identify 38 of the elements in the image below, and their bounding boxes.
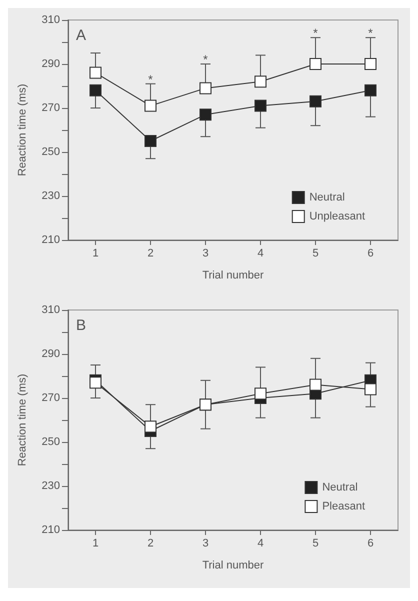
y-tick-label: 230 xyxy=(42,190,60,202)
y-tick-label: 270 xyxy=(42,102,60,114)
y-tick-label: 290 xyxy=(42,348,60,360)
x-tick-label: 4 xyxy=(257,248,264,260)
y-tick-label: 250 xyxy=(42,146,60,158)
annotation: * xyxy=(203,52,208,67)
x-tick-label: 2 xyxy=(147,538,154,550)
y-tick-label: 290 xyxy=(42,58,60,70)
x-tick-label: 2 xyxy=(147,248,154,260)
x-axis-title: Trial number xyxy=(202,560,264,572)
x-tick-label: 5 xyxy=(312,248,319,260)
x-tick-label: 3 xyxy=(202,248,209,260)
y-tick-label: 210 xyxy=(42,524,60,536)
annotation: * xyxy=(368,26,374,40)
annotation: * xyxy=(148,72,154,86)
y-axis-title: Reaction time (ms) xyxy=(16,374,28,466)
x-tick-label: 1 xyxy=(92,538,99,550)
x-tick-label: 4 xyxy=(257,538,264,550)
x-axis-title: Trial number xyxy=(202,270,264,282)
x-tick-label: 6 xyxy=(367,538,374,550)
annotation: * xyxy=(313,26,318,40)
annotation: B xyxy=(76,317,86,334)
x-tick-label: 5 xyxy=(312,538,319,550)
y-tick-label: 210 xyxy=(42,234,60,246)
y-tick-label: 230 xyxy=(42,480,60,492)
y-axis-title: Reaction time (ms) xyxy=(16,84,28,176)
legend-label: Unpleasant xyxy=(309,210,366,222)
legend-label: Pleasant xyxy=(322,500,366,512)
legend-label: Neutral xyxy=(309,192,345,204)
y-tick-label: 270 xyxy=(42,392,60,404)
x-tick-label: 6 xyxy=(367,248,374,260)
y-tick-label: 310 xyxy=(42,14,60,26)
annotation: A xyxy=(76,27,86,44)
y-tick-label: 250 xyxy=(42,436,60,448)
legend-label: Neutral xyxy=(322,482,358,494)
x-tick-label: 3 xyxy=(202,538,209,550)
x-tick-label: 1 xyxy=(92,248,99,260)
y-tick-label: 310 xyxy=(42,304,60,316)
